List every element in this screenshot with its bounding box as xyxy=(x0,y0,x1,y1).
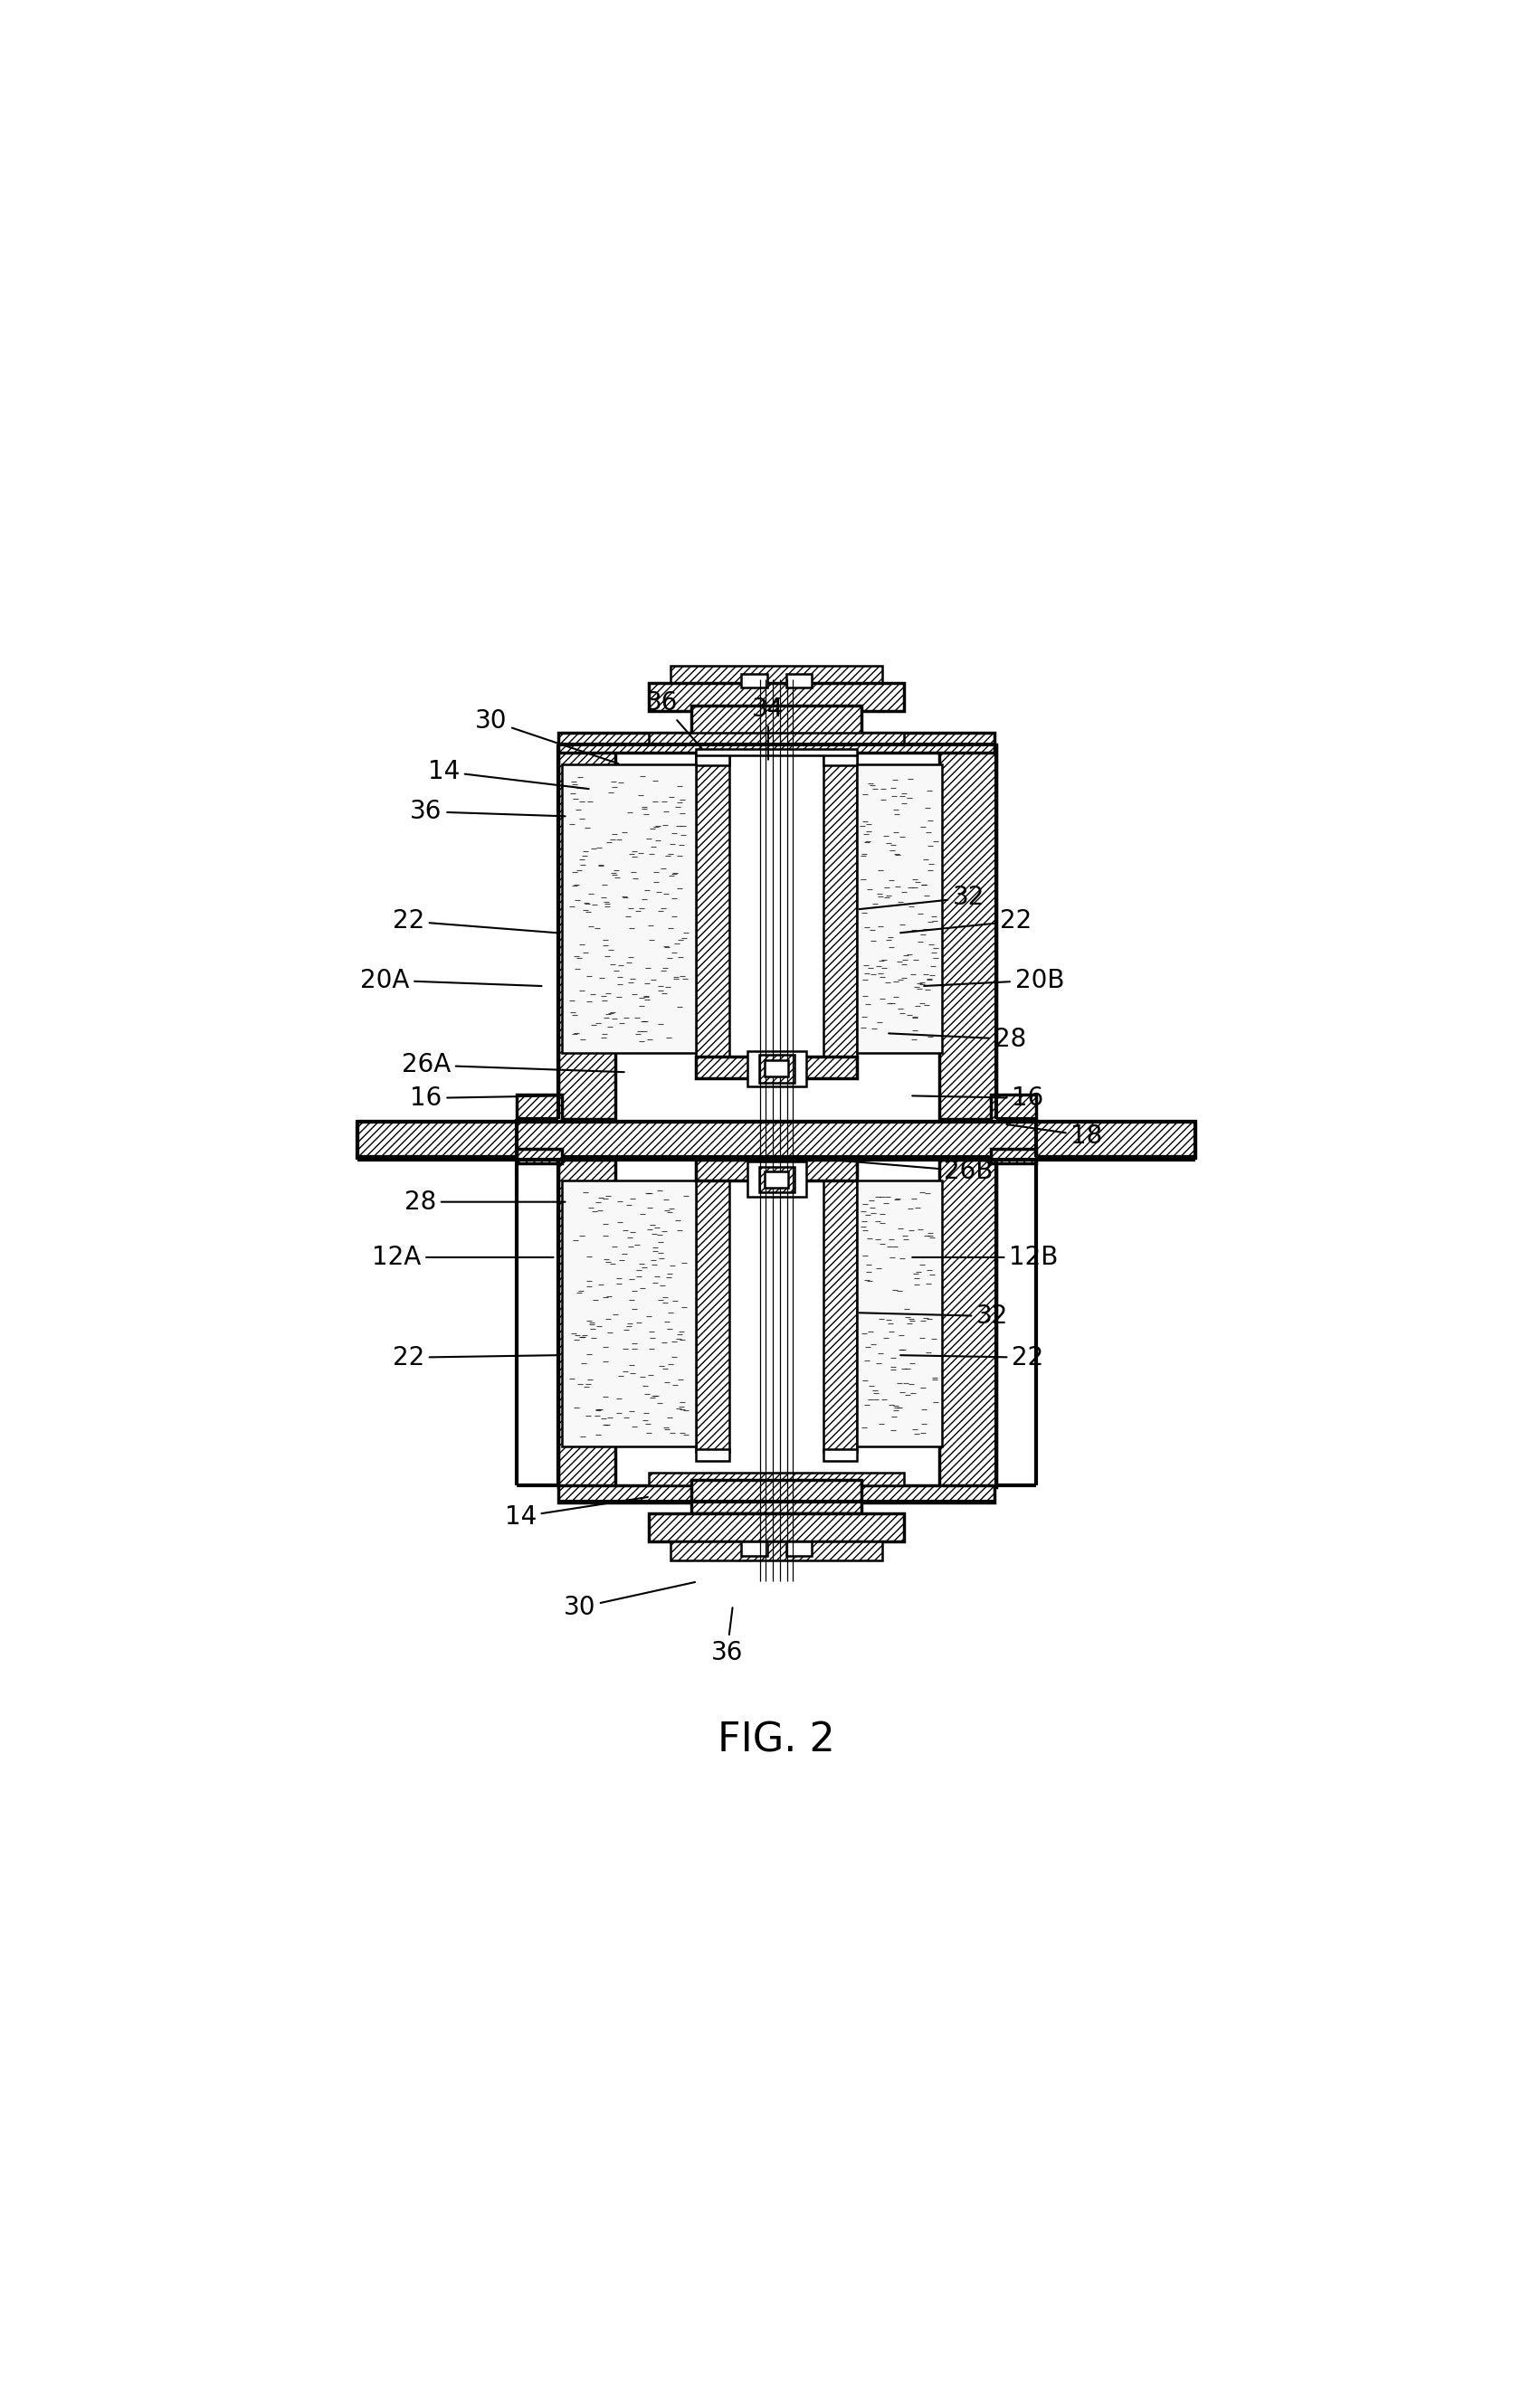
Bar xyxy=(517,1122,562,1134)
Bar xyxy=(696,1158,857,1180)
Bar xyxy=(559,732,995,754)
Bar xyxy=(785,674,811,689)
Text: 20B: 20B xyxy=(924,968,1064,992)
Text: 12A: 12A xyxy=(371,1245,554,1269)
Bar xyxy=(696,1450,729,1462)
Bar xyxy=(741,674,767,689)
Bar xyxy=(670,1541,883,1560)
Bar xyxy=(358,1122,1195,1158)
Text: 16: 16 xyxy=(912,1086,1044,1110)
Text: 36: 36 xyxy=(711,1609,743,1664)
Bar xyxy=(823,1450,857,1462)
Bar xyxy=(696,754,729,766)
Text: 26A: 26A xyxy=(402,1052,624,1079)
Bar xyxy=(517,1096,562,1125)
Bar xyxy=(991,1096,1036,1125)
Text: 22: 22 xyxy=(393,1346,557,1370)
Bar xyxy=(696,754,729,1060)
Bar xyxy=(559,1486,995,1503)
Text: 14: 14 xyxy=(505,1498,648,1529)
Bar xyxy=(759,1055,794,1084)
Text: 18: 18 xyxy=(1006,1122,1102,1149)
Bar xyxy=(517,1149,562,1163)
Text: 14: 14 xyxy=(428,759,589,790)
Bar xyxy=(823,754,857,1060)
Text: 22: 22 xyxy=(901,908,1032,934)
Bar xyxy=(562,763,696,1052)
Text: 30: 30 xyxy=(475,708,618,763)
Text: 32: 32 xyxy=(860,886,985,910)
Bar xyxy=(764,1060,788,1076)
Bar xyxy=(857,763,942,1052)
Bar xyxy=(785,1541,811,1556)
Bar xyxy=(696,749,857,756)
Text: 28: 28 xyxy=(405,1190,565,1214)
Text: 20A: 20A xyxy=(361,968,542,992)
Bar xyxy=(823,754,857,766)
Bar xyxy=(696,1057,857,1079)
Bar xyxy=(747,1161,807,1197)
Bar xyxy=(648,684,904,710)
Bar xyxy=(991,1122,1036,1134)
Bar xyxy=(939,744,995,1120)
Text: 36: 36 xyxy=(409,799,565,824)
Bar xyxy=(764,1170,788,1187)
Text: 16: 16 xyxy=(411,1086,557,1110)
Text: 22: 22 xyxy=(901,1346,1044,1370)
Bar xyxy=(670,665,883,684)
Text: 22: 22 xyxy=(393,908,557,934)
Text: 28: 28 xyxy=(889,1026,1026,1052)
Bar xyxy=(991,1149,1036,1163)
Text: 30: 30 xyxy=(563,1582,696,1621)
Text: 32: 32 xyxy=(860,1303,1009,1329)
Bar xyxy=(747,1050,807,1086)
Text: 36: 36 xyxy=(645,691,702,749)
Bar xyxy=(939,1158,995,1488)
Bar xyxy=(559,744,615,1120)
Bar xyxy=(823,1158,857,1452)
Bar xyxy=(691,706,861,739)
Bar xyxy=(857,1180,942,1445)
Bar xyxy=(559,1158,615,1488)
Text: 12B: 12B xyxy=(912,1245,1058,1269)
Bar xyxy=(648,1512,904,1541)
Bar xyxy=(696,1491,857,1498)
Text: FIG. 2: FIG. 2 xyxy=(718,1722,836,1760)
Text: 26B: 26B xyxy=(829,1158,994,1185)
Text: 34: 34 xyxy=(752,696,784,759)
Bar xyxy=(648,732,904,744)
Bar xyxy=(741,1541,767,1556)
Bar xyxy=(696,1158,729,1452)
Bar xyxy=(759,1165,794,1192)
Bar xyxy=(562,1180,696,1445)
Bar xyxy=(648,1474,904,1486)
Bar xyxy=(691,1481,861,1512)
